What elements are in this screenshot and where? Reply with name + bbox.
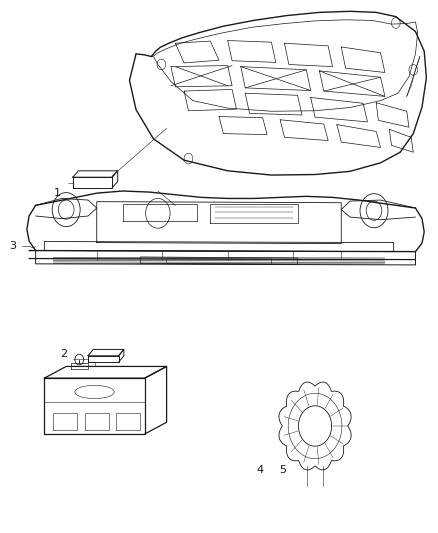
Text: 2: 2	[60, 349, 67, 359]
Text: 3: 3	[10, 241, 16, 251]
Text: 5: 5	[279, 465, 286, 474]
Text: 1: 1	[54, 188, 61, 198]
Text: 4: 4	[257, 465, 264, 474]
